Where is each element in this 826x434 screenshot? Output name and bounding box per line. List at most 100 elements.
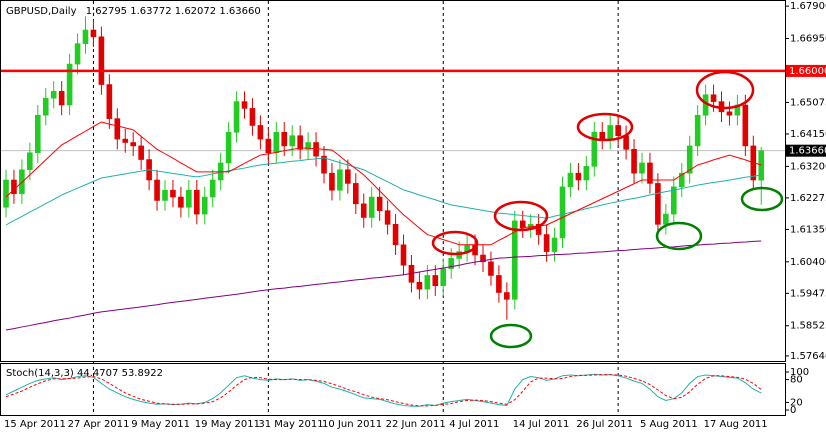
x-tick-label: 5 Aug 2011 <box>640 419 698 430</box>
annotation-ellipse <box>493 200 549 232</box>
y-tick-label: 1.64150 <box>790 129 826 140</box>
annotation-ellipse <box>740 186 784 212</box>
candle-body <box>607 125 614 140</box>
x-tick-label: 9 May 2011 <box>131 419 190 430</box>
candle-body <box>480 254 486 263</box>
stoch-value: 53.8922 <box>122 368 163 379</box>
moving-average <box>5 121 762 246</box>
candle-body <box>66 63 73 106</box>
candle-body <box>186 189 192 208</box>
x-tick-label: 22 Jun 2011 <box>386 419 446 430</box>
candle-body <box>599 131 606 140</box>
candle-body <box>742 104 749 147</box>
candle-body <box>249 108 256 126</box>
candle-body <box>623 135 629 150</box>
candle-body <box>392 224 399 246</box>
candle-body <box>106 84 113 119</box>
y-tick-label: 1.65075 <box>790 97 826 108</box>
chart-header: GBPUSD,Daily 1.62795 1.63772 1.62072 1.6… <box>6 6 261 17</box>
candle-body <box>313 142 319 157</box>
candle-body <box>50 91 57 99</box>
candle-body <box>519 220 526 229</box>
annotation-ellipse <box>431 230 479 256</box>
candle-body <box>162 189 168 201</box>
candle-body <box>678 172 685 188</box>
candle-body <box>201 196 208 215</box>
candle-body <box>543 234 550 252</box>
candle-body <box>58 91 65 106</box>
candle-body <box>559 186 566 239</box>
candle-body <box>631 149 637 174</box>
candle-body <box>686 145 693 174</box>
y-tick-label: 1.66950 <box>790 34 826 45</box>
candle-body <box>575 172 582 181</box>
y-tick-label: 0 <box>790 405 796 416</box>
candle-body <box>114 118 121 140</box>
candle-body <box>241 101 248 109</box>
annotation-ellipse <box>695 70 755 110</box>
candle-body <box>265 138 272 154</box>
candle-body <box>663 213 669 225</box>
candle-body <box>273 131 280 154</box>
candle-body <box>758 150 765 181</box>
candle-body <box>209 179 216 198</box>
candle-body <box>670 186 677 215</box>
candle-body <box>384 210 391 225</box>
y-tick-label: 1.63200 <box>790 161 826 172</box>
candle-body <box>178 196 184 208</box>
candle-body <box>194 189 200 215</box>
candle-body <box>448 258 455 269</box>
hline-label: 1.66000 <box>789 66 826 77</box>
candle-body <box>488 261 494 276</box>
chart-title: GBPUSD,Daily <box>6 6 77 17</box>
candle-body <box>138 145 144 160</box>
header-value: 1.63772 <box>130 6 171 17</box>
candle-body <box>647 162 653 184</box>
candle-body <box>639 162 645 174</box>
candle-body <box>710 94 717 102</box>
candle-body <box>305 142 311 150</box>
candle-body <box>27 152 33 171</box>
candle-body <box>496 275 502 293</box>
candle-body <box>432 275 439 286</box>
candle-body <box>170 189 176 198</box>
x-tick-label: 27 Apr 2011 <box>68 419 130 430</box>
candle-body <box>42 97 49 116</box>
candle-body <box>233 101 240 133</box>
x-tick-label: 10 Jun 2011 <box>322 419 382 430</box>
candle-body <box>321 155 327 174</box>
candle-body <box>130 142 136 147</box>
candle-body <box>74 43 81 65</box>
x-tick-label: 17 Aug 2011 <box>704 419 768 430</box>
y-tick-label: 1.57640 <box>790 351 826 362</box>
candle-body <box>257 125 264 140</box>
candle-body <box>655 183 661 225</box>
header-value: 1.62072 <box>175 6 216 17</box>
y-tick-label: 100 <box>790 367 809 378</box>
candle-body <box>551 237 558 252</box>
x-tick-label: 26 Jul 2011 <box>576 419 633 430</box>
main-panel-frame <box>0 0 786 362</box>
candle-body <box>98 36 105 85</box>
candle-body <box>225 131 232 164</box>
candle-body <box>297 135 303 150</box>
stoch-line <box>5 373 762 407</box>
candle-body <box>376 196 383 211</box>
hline-label-box <box>786 64 826 77</box>
candle-body <box>511 220 518 300</box>
stoch-panel-frame <box>0 363 786 416</box>
stoch-line <box>5 374 762 407</box>
y-tick-label: 1.62275 <box>790 193 826 204</box>
candle-body <box>352 183 359 205</box>
header-value: 1.62795 <box>86 6 127 17</box>
candle-body <box>567 172 574 188</box>
annotation-ellipse <box>489 323 533 349</box>
candle-body <box>289 135 296 147</box>
stoch-value: 44.4707 <box>77 368 118 379</box>
candle-body <box>424 275 431 290</box>
stoch-title: Stoch(14,3,3) <box>6 368 74 379</box>
candle-body <box>3 179 9 208</box>
y-tick-label: 1.59475 <box>790 288 826 299</box>
price-label-box <box>786 144 826 157</box>
